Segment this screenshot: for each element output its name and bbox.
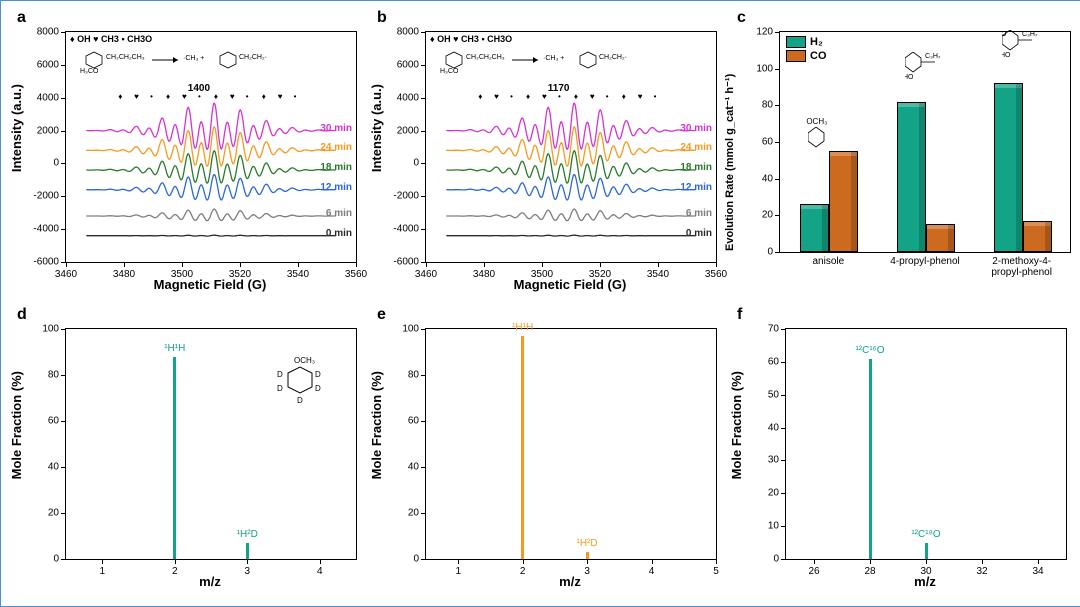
panel-label-e: e [377,306,386,324]
plot-b: ♦ OH ♥ CH3 • CH3O 3460348035003520354035… [425,31,717,263]
molecule-icon: HO C₃H₇ [905,52,951,89]
xlabel-d: m/z [65,574,355,589]
svg-text:CH₂CH₂·: CH₂CH₂· [599,54,627,61]
legend-swatch-h2 [786,36,806,48]
molecule-icon: H₃CO HO C₃H₇ [1002,30,1048,67]
bar [1023,221,1052,252]
isotope-label: ¹H²D [577,538,598,549]
plot-e: 02040608010012345¹H¹H¹H²D [425,328,717,560]
svg-text:D: D [277,370,283,379]
bar [800,204,829,252]
isotope-label: ¹²C¹⁶O [855,345,884,356]
trace-label: 6 min [686,208,712,219]
plot-a: ♦ OH ♥ CH3 • CH3O 3460348035003520354035… [65,31,357,263]
svg-text:D: D [315,370,321,379]
figure-root: a ♦ OH ♥ CH3 • CH3O 34603480350035203540… [0,0,1080,607]
trace-label: 24 min [320,142,352,153]
svg-text:H₃CO: H₃CO [440,68,459,75]
isotope-label: ¹²C¹⁸O [911,529,940,540]
panel-label-d: d [17,306,27,324]
category-label: 2-methoxy-4-propyl-phenol [982,256,1062,278]
xlabel-e: m/z [425,574,715,589]
ms-bar [173,357,176,559]
trace-label: 12 min [680,182,712,193]
panel-label-a: a [17,9,26,27]
bar [897,102,926,253]
legend-swatch-co [786,50,806,62]
legend-h2: H₂ [786,36,827,48]
svg-text:OCH₃: OCH₃ [294,357,315,365]
ms-bar [246,543,249,559]
svg-text:D: D [297,396,303,405]
reaction-scheme: CH₂CH₂CH₃ H₃CO ·CH₃ + CH₂CH₂· [74,46,254,80]
plot-d: 0204060801001234¹H¹H¹H²D OCH₃ D D D D D [65,328,357,560]
ms-bar [925,543,928,559]
xlabel-f: m/z [785,574,1065,589]
svg-text:CH₂CH₂CH₃: CH₂CH₂CH₃ [466,54,505,61]
bar [926,224,955,252]
xlabel-a: Magnetic Field (G) [65,277,355,292]
svg-text:C₃H₇: C₃H₇ [1022,31,1038,38]
trace-label: 0 min [686,228,712,239]
trace-label: 30 min [320,123,352,134]
svg-text:HO: HO [905,74,914,81]
svg-text:CH₂CH₂·: CH₂CH₂· [239,54,267,61]
svg-text:C₃H₇: C₃H₇ [925,53,941,60]
svg-text:D: D [277,384,283,393]
panel-label-b: b [377,9,387,27]
trace-label: 0 min [326,228,352,239]
panel-c: c H₂ CO 020406080100120anisole4-propyl-p… [731,9,1076,299]
bar [829,151,858,252]
ylabel-d: Mole Fraction (%) [9,371,24,479]
ms-bar [521,336,524,559]
trace-label: 24 min [680,142,712,153]
molecule-icon: OCH₃ [808,127,854,164]
trace-label: 30 min [680,123,712,134]
isotope-label: ¹H¹H [164,343,185,354]
ms-bar [869,359,872,559]
ylabel-e: Mole Fraction (%) [369,371,384,479]
panel-label-c: c [737,9,746,27]
reaction-scheme: CH₂CH₂CH₃ H₃CO ·CH₃ + CH₂CH₂· [434,46,614,80]
trace-label: 6 min [326,208,352,219]
trace-label: 18 min [680,162,712,173]
legend-c: H₂ CO [786,36,827,62]
category-label: 4-propyl-phenol [885,256,965,267]
panel-label-f: f [737,306,742,324]
ylabel-c: Evolution Rate (mmol g_cat⁻¹ h⁻¹) [723,31,736,251]
molecule-icon: OCH₃ D D D D D [268,357,338,422]
panel-f: f 0102030405060702628303234¹²C¹⁶O¹²C¹⁸O … [731,306,1076,596]
category-label: anisole [788,256,868,267]
ylabel-a: Intensity (a.u.) [9,84,24,172]
panel-d: d 0204060801001234¹H¹H¹H²D OCH₃ D D D D … [11,306,366,596]
svg-text:D: D [315,384,321,393]
trace-label: 18 min [320,162,352,173]
bar [994,83,1023,252]
svg-text:·CH₃ +: ·CH₃ + [543,55,564,62]
legend-b: ♦ OH ♥ CH3 • CH3O [430,34,512,44]
isotope-label: ¹H¹H [512,322,533,333]
plot-f: 0102030405060702628303234¹²C¹⁶O¹²C¹⁸O [785,328,1067,560]
legend-a: ♦ OH ♥ CH3 • CH3O [70,34,152,44]
legend-label-co: CO [810,50,827,62]
svg-text:H₃CO: H₃CO [1002,31,1007,38]
ylabel-f: Mole Fraction (%) [729,371,744,479]
svg-text:H₃CO: H₃CO [80,68,99,75]
panel-e: e 02040608010012345¹H¹H¹H²D Mole Fractio… [371,306,726,596]
ylabel-b: Intensity (a.u.) [369,84,384,172]
plot-c: H₂ CO 020406080100120anisole4-propyl-phe… [779,31,1071,253]
svg-text:HO: HO [1002,52,1011,59]
panel-a: a ♦ OH ♥ CH3 • CH3O 34603480350035203540… [11,9,366,299]
panel-b: b ♦ OH ♥ CH3 • CH3O 34603480350035203540… [371,9,726,299]
svg-text:CH₂CH₂CH₃: CH₂CH₂CH₃ [106,54,145,61]
isotope-label: ¹H²D [237,529,258,540]
ms-bar [586,552,589,559]
legend-co: CO [786,50,827,62]
trace-label: 12 min [320,182,352,193]
svg-text:·CH₃ +: ·CH₃ + [183,55,204,62]
xlabel-b: Magnetic Field (G) [425,277,715,292]
legend-label-h2: H₂ [810,36,823,48]
